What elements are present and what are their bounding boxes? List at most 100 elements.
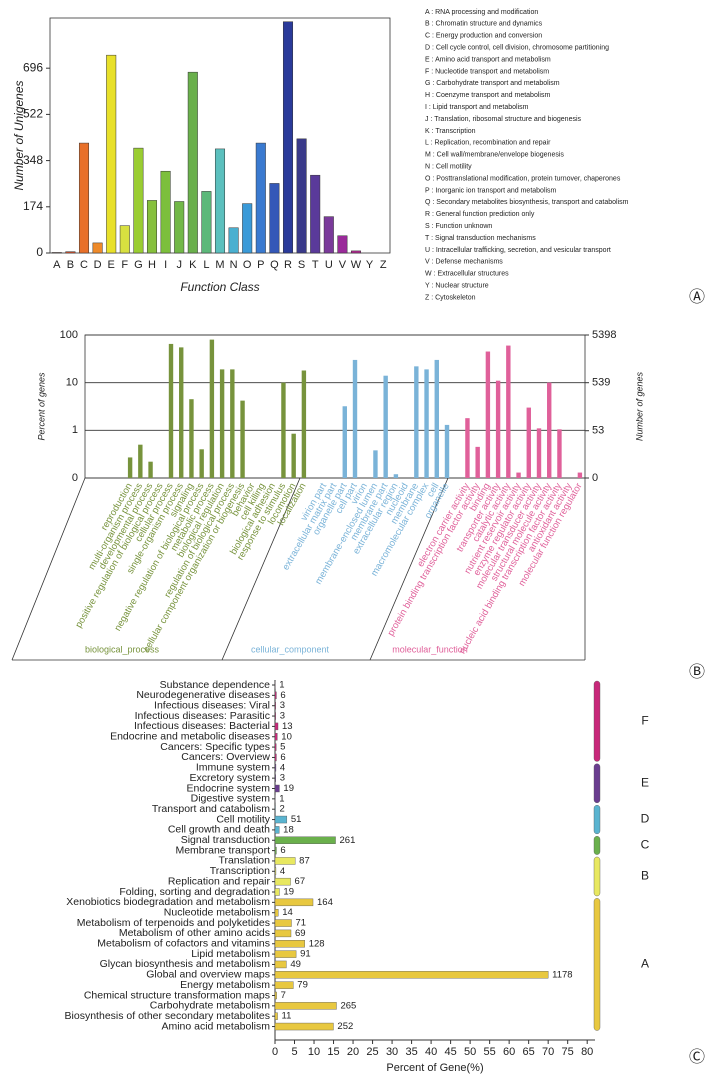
legend-item: P : Inorganic ion transport and metaboli… xyxy=(425,187,557,194)
y-tick-label: Xenobiotics biodegradation and metabolis… xyxy=(66,896,270,908)
y-tick-label: Cell motility xyxy=(216,813,270,825)
count-label: 5 xyxy=(280,742,285,753)
panel-label: Ⓑ xyxy=(689,663,705,681)
x-tick-label: 30 xyxy=(386,1046,398,1058)
y2-tick-label: 5398 xyxy=(592,329,616,341)
legend-item: F : Nucleotide transport and metabolism xyxy=(425,68,549,75)
bar xyxy=(274,722,279,731)
bar xyxy=(434,359,439,478)
bar xyxy=(383,375,388,478)
x-tick-label: E xyxy=(108,259,115,271)
x-tick-label: K xyxy=(189,259,197,271)
group-label: biological_process xyxy=(85,644,160,654)
x-tick-label: 35 xyxy=(405,1046,417,1058)
legend-item: D : Cell cycle control, cell division, c… xyxy=(425,45,609,52)
legend-item: Y : Nuclear structure xyxy=(425,283,489,290)
bar xyxy=(274,1002,337,1010)
bar xyxy=(274,898,314,907)
x-tick-label: Z xyxy=(380,259,387,271)
y-tick-label: Carbohydrate metabolism xyxy=(150,1000,270,1012)
bar xyxy=(301,370,307,478)
bar xyxy=(230,369,235,478)
bar xyxy=(209,339,215,478)
group-label: molecular_function xyxy=(392,644,468,654)
y2-axis-label: Number of genes xyxy=(634,371,644,441)
x-tick-label: 75 xyxy=(562,1046,574,1058)
bar xyxy=(199,449,204,478)
legend-item: H : Coenzyme transport and metabolism xyxy=(425,92,550,99)
count-label: 164 xyxy=(317,897,333,908)
bar xyxy=(255,142,266,254)
bar xyxy=(444,424,450,478)
bar xyxy=(373,450,378,478)
x-tick-label: D xyxy=(94,259,102,271)
legend-item: R : General function prediction only xyxy=(425,211,535,218)
y-tick-label: Cancers: Overview xyxy=(181,751,270,763)
x-tick-label: Y xyxy=(366,259,374,271)
y-tick-label: 10 xyxy=(66,377,78,389)
y-tick-label: 696 xyxy=(23,60,43,74)
x-tick-label: 45 xyxy=(444,1046,456,1058)
x-tick-label: 10 xyxy=(308,1046,320,1058)
x-tick-label: N xyxy=(230,259,238,271)
count-label: 67 xyxy=(295,876,306,887)
x-tick-label: O xyxy=(243,259,252,271)
bar xyxy=(342,406,347,478)
y-tick-label: Metabolism of cofactors and vitamins xyxy=(97,938,270,950)
panel-label: Ⓒ xyxy=(689,1048,705,1066)
x-tick-label: V xyxy=(339,259,347,271)
y-tick-label: Translation xyxy=(218,855,270,867)
y-tick-label: Digestive system xyxy=(191,793,271,805)
bar xyxy=(516,472,521,478)
y-tick-label: 100 xyxy=(60,329,78,341)
count-label: 4 xyxy=(280,762,285,773)
x-tick-label: A xyxy=(53,259,61,271)
y-tick-label: Signal transduction xyxy=(181,834,270,846)
legend-item: I : Lipid transport and metabolism xyxy=(425,104,529,111)
x-tick-label: L xyxy=(203,259,209,271)
x-tick-label: J xyxy=(176,259,182,271)
y-tick-label: Folding, sorting and degradation xyxy=(119,886,270,898)
bar xyxy=(274,929,292,938)
bar xyxy=(274,702,276,710)
y-axis-label: Percent of genes xyxy=(36,372,46,441)
bar xyxy=(274,877,291,886)
bar xyxy=(187,71,198,254)
bar xyxy=(350,250,362,254)
group-label: F xyxy=(641,713,648,727)
bar xyxy=(274,1012,278,1020)
legend-item: Z : Cytoskeleton xyxy=(425,294,476,301)
bar xyxy=(310,174,321,254)
legend-item: C : Energy production and conversion xyxy=(425,33,542,40)
count-label: 10 xyxy=(281,731,292,742)
legend-item: G : Carbohydrate transport and metabolis… xyxy=(425,80,560,87)
group-bracket xyxy=(593,680,601,762)
y-tick-label: Neurodegenerative diseases xyxy=(136,689,270,701)
bar xyxy=(119,225,130,254)
group-bracket xyxy=(593,805,601,835)
x-tick-label: 70 xyxy=(542,1046,554,1058)
y-tick-label: 348 xyxy=(23,153,43,167)
bar xyxy=(133,147,144,254)
x-tick-label: W xyxy=(351,259,362,271)
group-bracket xyxy=(593,898,601,1031)
bar xyxy=(179,347,184,478)
bar xyxy=(242,203,253,254)
y-tick-label: Cell growth and death xyxy=(168,824,270,836)
x-tick-label: 60 xyxy=(503,1046,515,1058)
bar xyxy=(146,200,158,254)
y-tick-label: Membrane transport xyxy=(175,844,270,856)
x-tick-label: Q xyxy=(270,259,279,271)
y-tick-label: Replication and repair xyxy=(168,875,271,887)
bar xyxy=(219,369,225,478)
bar xyxy=(274,888,280,896)
count-label: 2 xyxy=(279,804,284,815)
y-tick-label: Metabolism of terpenoids and polyketides xyxy=(77,917,270,929)
count-label: 49 xyxy=(290,959,301,970)
bar xyxy=(274,971,549,979)
y-tick-label: Cancers: Specific types xyxy=(160,741,270,753)
count-label: 6 xyxy=(280,752,285,763)
bar xyxy=(189,399,194,478)
bar xyxy=(228,227,239,254)
legend-item: O : Posttranslational modification, prot… xyxy=(425,175,621,182)
